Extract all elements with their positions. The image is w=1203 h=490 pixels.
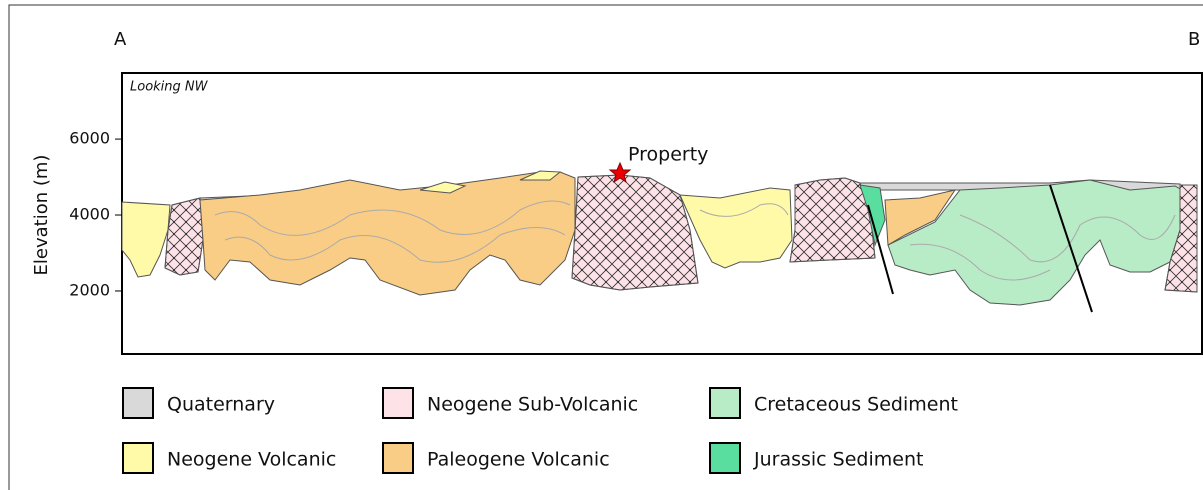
hatch-overlay [571, 174, 699, 291]
y-tick-label: 2000 [69, 280, 110, 299]
legend-swatch [709, 442, 741, 474]
property-label: Property [628, 144, 708, 166]
contours [214, 200, 1176, 281]
legend-swatch [122, 442, 154, 474]
property-star [608, 161, 632, 184]
legend-label: Neogene Sub-Volcanic [427, 394, 638, 416]
end-label: B [1188, 29, 1200, 50]
cretaceous-sediment [887, 179, 1183, 306]
geology [121, 170, 1198, 306]
y-tick-label: 4000 [69, 205, 110, 224]
y-tick-label: 6000 [69, 129, 110, 148]
start-label: A [114, 29, 127, 50]
fault [867, 204, 894, 295]
hatch-overlay [1164, 184, 1198, 293]
jurassic-sediment [859, 184, 886, 247]
view-note: Looking NW [130, 80, 209, 95]
neogene-volcanic [121, 201, 171, 278]
legend-label: Neogene Volcanic [167, 449, 336, 471]
fault [1049, 184, 1093, 313]
frame [8, 4, 1203, 490]
legend-swatch [122, 387, 154, 419]
legend-label: Quaternary [167, 394, 275, 416]
legend-swatch [382, 442, 414, 474]
legend-swatch [382, 387, 414, 419]
legend-label: Jurassic Sediment [753, 449, 923, 471]
neogene-volcanic [679, 187, 793, 269]
legend-swatch [709, 387, 741, 419]
legend-label: Paleogene Volcanic [427, 449, 610, 471]
axis-label: Elevation (m) [31, 155, 52, 276]
neogene-volcanic [419, 170, 562, 194]
legend-swatch-hatch [382, 387, 414, 419]
legend-label: Cretaceous Sediment [754, 394, 958, 416]
